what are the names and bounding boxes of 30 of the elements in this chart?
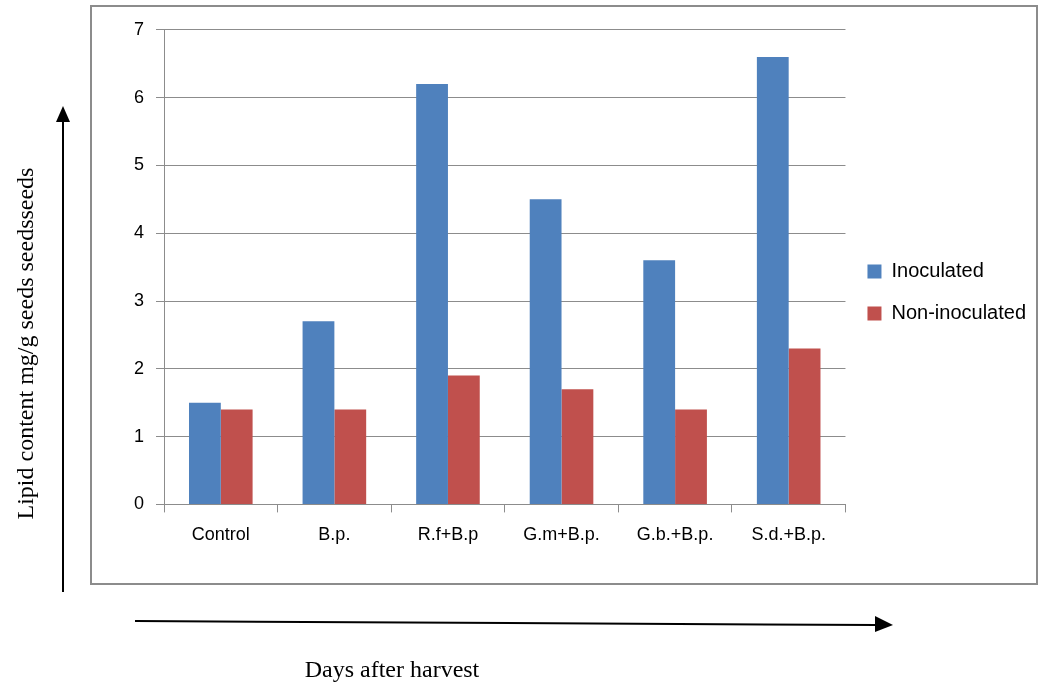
y-tick-label: 3 bbox=[134, 289, 145, 310]
y-tick-label: 5 bbox=[134, 154, 145, 175]
bar bbox=[756, 56, 789, 504]
y-tick-label: 0 bbox=[134, 493, 145, 514]
bar bbox=[302, 321, 335, 504]
y-tick-label: 6 bbox=[134, 86, 145, 107]
bar bbox=[447, 375, 480, 504]
x-tick-label: S.d.+B.p. bbox=[751, 524, 826, 545]
bar bbox=[561, 389, 594, 504]
legend-label: Non-inoculated bbox=[891, 301, 1026, 324]
bar bbox=[334, 409, 367, 504]
bar bbox=[220, 409, 253, 504]
x-tick-label: G.b.+B.p. bbox=[636, 524, 714, 545]
x-tick-label: Control bbox=[191, 524, 250, 545]
bar bbox=[189, 402, 221, 504]
y-axis-title: Lipid content mg/g seeds seedsseeds bbox=[11, 166, 39, 522]
x-tick-label: G.m+B.p. bbox=[523, 524, 600, 545]
bar bbox=[416, 84, 448, 504]
bar bbox=[675, 409, 707, 504]
bar bbox=[788, 348, 821, 504]
y-tick-label: 4 bbox=[134, 222, 145, 243]
y-tick-label: 7 bbox=[134, 18, 145, 39]
x-axis-title: Days after harvest bbox=[303, 656, 481, 683]
y-tick-label: 1 bbox=[134, 425, 145, 446]
x-tick-label: R.f+B.p bbox=[417, 524, 479, 545]
bar bbox=[643, 260, 676, 504]
legend-label: Inoculated bbox=[891, 259, 984, 282]
y-tick-label: 2 bbox=[134, 357, 145, 378]
bar bbox=[529, 199, 562, 504]
x-tick-label: B.p. bbox=[318, 524, 351, 545]
